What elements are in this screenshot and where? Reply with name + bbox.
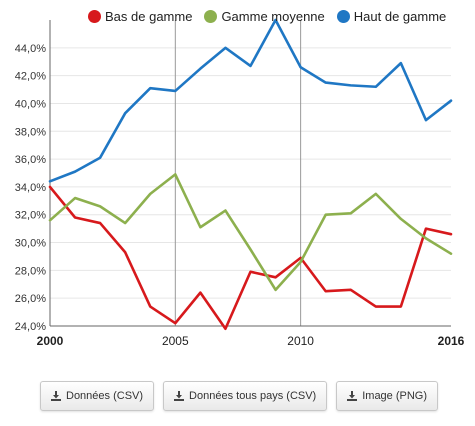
x-tick-label: 2016 <box>438 334 465 348</box>
legend-dot-red <box>88 9 101 23</box>
y-tick-label: 26,0% <box>15 293 46 305</box>
download-buttons: Données (CSV) Données tous pays (CSV) Im… <box>40 381 439 411</box>
y-tick-label: 28,0% <box>15 265 46 277</box>
legend-label: Gamme moyenne <box>221 8 325 24</box>
download-icon <box>347 391 358 401</box>
y-tick-label: 44,0% <box>15 43 46 55</box>
y-tick-label: 40,0% <box>15 98 46 110</box>
download-png-button[interactable]: Image (PNG) <box>336 381 439 411</box>
y-tick-label: 38,0% <box>15 126 46 138</box>
y-tick-label: 34,0% <box>15 182 46 194</box>
button-label: Image (PNG) <box>362 390 428 402</box>
button-label: Données (CSV) <box>66 390 144 402</box>
chart-grid <box>50 20 451 327</box>
legend-item-haut-de-gamme[interactable]: Haut de gamme <box>336 8 447 24</box>
line-chart: 24,0% 26,0% 28,0% 30,0% 32,0% 34,0% 36,0% 38,0%… <box>15 18 465 348</box>
legend-label: Haut de gamme <box>353 8 447 24</box>
y-tick-label: 32,0% <box>15 210 46 222</box>
series-line-2 <box>48 18 453 183</box>
legend-item-bas-de-gamme[interactable]: Bas de gamme <box>88 9 192 24</box>
x-tick-label: 2010 <box>287 334 314 348</box>
button-label: Données tous pays (CSV) <box>189 390 317 402</box>
y-tick-label: 24,0% <box>15 321 46 333</box>
y-axis: 24,0% 26,0% 28,0% 30,0% 32,0% 34,0% 36,0% 38,0%… <box>15 20 51 333</box>
series-line-1 <box>48 173 453 292</box>
legend-item-gamme-moyenne[interactable]: Gamme moyenne <box>204 8 325 24</box>
legend-dot-green <box>204 9 218 23</box>
y-tick-label: 42,0% <box>15 71 46 83</box>
download-icon <box>51 391 61 401</box>
series-lines <box>48 18 453 331</box>
download-icon <box>174 391 185 401</box>
x-tick-label: 2005 <box>162 334 189 348</box>
legend-dot-blue <box>336 9 350 23</box>
y-tick-label: 36,0% <box>15 154 46 166</box>
x-tick-label: 2000 <box>37 334 64 348</box>
download-all-countries-csv-button[interactable]: Données tous pays (CSV) <box>163 381 328 411</box>
chart-legend: Bas de gamme Gamme moyenne Haut de gamme <box>88 6 446 26</box>
x-axis: 2000 2005 2010 2016 <box>37 325 465 348</box>
legend-label: Bas de gamme <box>105 8 193 24</box>
series-line-0 <box>48 185 453 331</box>
y-tick-label: 30,0% <box>15 238 46 250</box>
download-csv-button[interactable]: Données (CSV) <box>40 381 155 411</box>
